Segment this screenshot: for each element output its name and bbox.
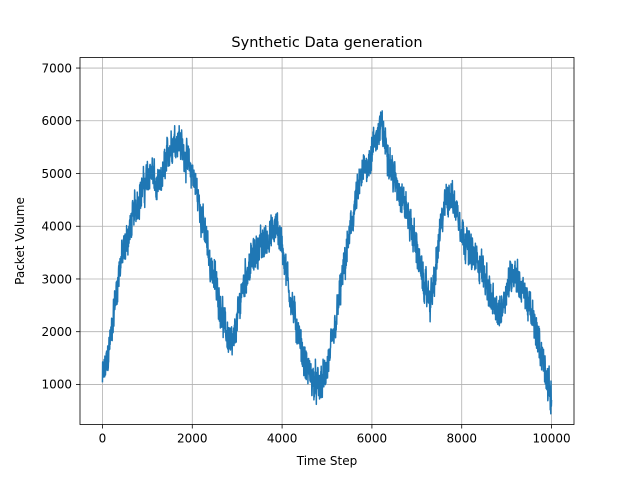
x-tick-label: 2000 (177, 432, 208, 446)
x-tick-label: 8000 (446, 432, 477, 446)
y-tick-label: 7000 (41, 61, 72, 75)
y-tick-label: 2000 (41, 325, 72, 339)
x-tick-label: 6000 (357, 432, 388, 446)
x-axis-label: Time Step (296, 454, 358, 468)
x-tick-label: 4000 (267, 432, 298, 446)
x-tick-label: 0 (99, 432, 107, 446)
series-line (101, 110, 553, 415)
y-tick-label: 4000 (41, 220, 72, 234)
chart-title: Synthetic Data generation (231, 35, 422, 51)
y-tick-label: 1000 (41, 378, 72, 392)
plot-frame (79, 57, 575, 425)
y-tick-label: 6000 (41, 114, 72, 128)
y-tick-label: 5000 (41, 167, 72, 181)
y-axis-label: Packet Volume (13, 197, 27, 285)
y-tick-label: 3000 (41, 272, 72, 286)
x-tick-label: 10000 (532, 432, 570, 446)
axis-ticks: 0 2000 4000 6000 8000 10000 1000 2000 3000 4000 50… (41, 61, 570, 445)
series-layer (101, 110, 553, 415)
